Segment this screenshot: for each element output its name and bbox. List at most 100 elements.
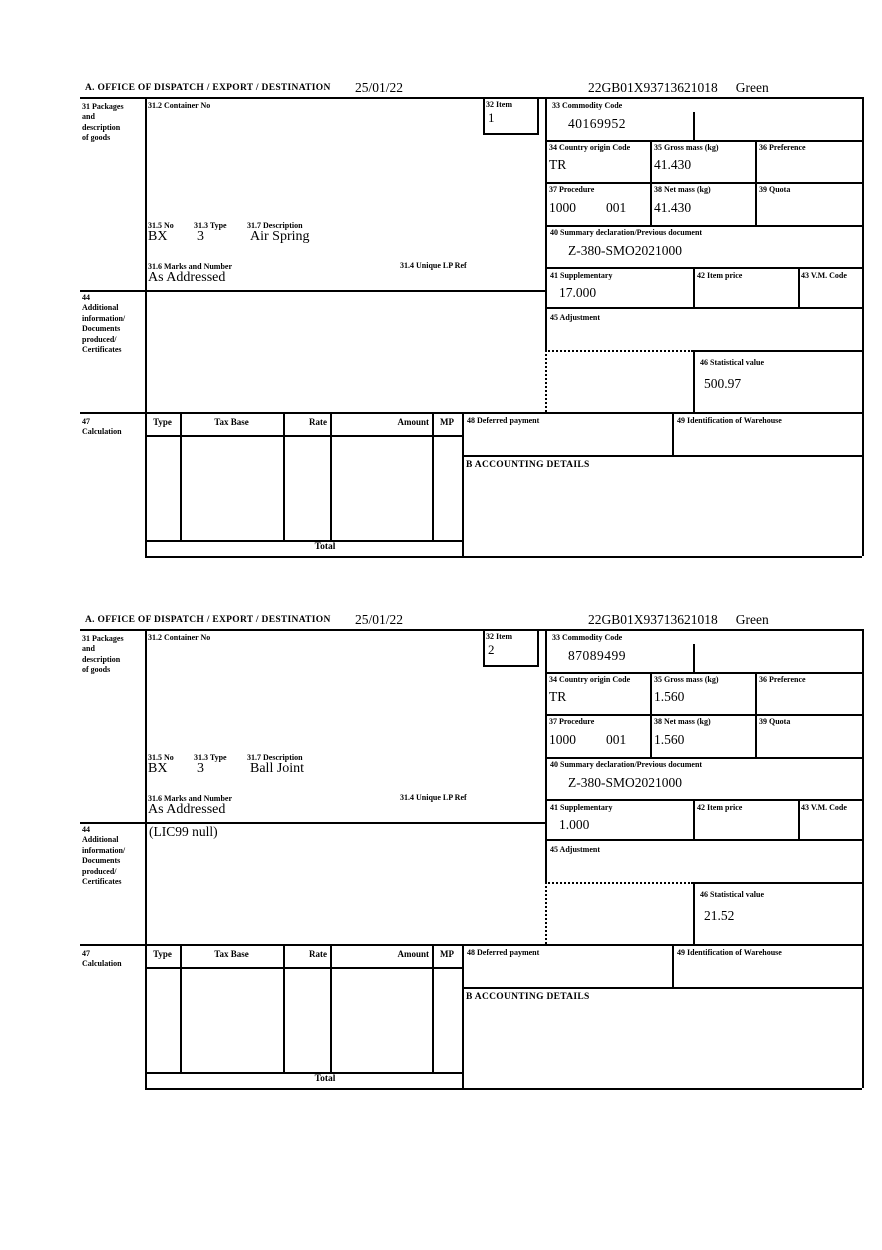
tax-base-column-header: Tax Base bbox=[214, 949, 249, 959]
previous-document-label: 40 Summary declaration/Previous document bbox=[550, 228, 703, 237]
commodity-code-label: 33 Commodity Code bbox=[552, 101, 623, 110]
border-line bbox=[80, 412, 862, 414]
border-line bbox=[145, 540, 462, 542]
package-no-value: BX bbox=[148, 229, 168, 244]
commodity-code-value: 87089499 bbox=[568, 648, 626, 663]
gross-mass-value: 1.560 bbox=[654, 689, 685, 704]
border-line bbox=[432, 944, 434, 1072]
supplementary-label: 41 Supplementary bbox=[550, 271, 613, 280]
supplementary-value: 1.000 bbox=[559, 817, 590, 832]
package-no-label: 31.5 No bbox=[148, 753, 174, 762]
item-number-value: 1 bbox=[488, 110, 495, 125]
container-no-label: 31.2 Container No bbox=[148, 101, 211, 110]
previous-document-value: Z-380-SMO2021000 bbox=[568, 775, 682, 790]
package-type-label: 31.3 Type bbox=[194, 753, 227, 762]
border-line bbox=[545, 799, 862, 801]
vm-code-label: 43 V.M. Code bbox=[801, 271, 847, 280]
border-line bbox=[798, 267, 800, 307]
statistical-value-label: 46 Statistical value bbox=[700, 358, 764, 367]
previous-document-value: Z-380-SMO2021000 bbox=[568, 243, 682, 258]
routing-status: Green bbox=[735, 80, 769, 95]
dotted-line bbox=[545, 882, 547, 944]
border-line bbox=[693, 350, 862, 352]
border-line bbox=[462, 944, 464, 1088]
declaration-date: 25/01/22 bbox=[355, 80, 404, 95]
border-line bbox=[545, 97, 547, 350]
border-line bbox=[145, 967, 462, 969]
marks-number-label: 31.6 Marks and Number bbox=[148, 794, 233, 803]
statistical-value: 500.97 bbox=[704, 376, 742, 391]
border-line bbox=[545, 629, 547, 882]
total-label: Total bbox=[314, 1074, 336, 1084]
tax-type-column-header: Type bbox=[153, 949, 172, 959]
statistical-value-label: 46 Statistical value bbox=[700, 890, 764, 899]
border-line bbox=[145, 97, 147, 556]
border-line bbox=[180, 944, 182, 1072]
net-mass-value: 1.560 bbox=[654, 732, 685, 747]
packages-description-label: 31 Packages and description of goods bbox=[82, 634, 124, 675]
border-line bbox=[462, 987, 862, 989]
deferred-payment-label: 48 Deferred payment bbox=[467, 416, 540, 425]
procedure-value-2: 001 bbox=[606, 200, 627, 215]
border-line bbox=[145, 629, 147, 1088]
item-price-label: 42 Item price bbox=[697, 271, 743, 280]
quota-label: 39 Quota bbox=[759, 717, 791, 726]
warehouse-id-label: 49 Identification of Warehouse bbox=[677, 948, 782, 957]
border-line bbox=[180, 412, 182, 540]
border-line bbox=[80, 822, 545, 824]
statistical-value: 21.52 bbox=[704, 908, 735, 923]
procedure-label: 37 Procedure bbox=[549, 717, 595, 726]
border-line bbox=[545, 267, 862, 269]
country-origin-value: TR bbox=[549, 157, 567, 172]
procedure-value-2: 001 bbox=[606, 732, 627, 747]
border-line bbox=[650, 672, 652, 757]
item-number-value: 2 bbox=[488, 642, 495, 657]
quota-label: 39 Quota bbox=[759, 185, 791, 194]
country-origin-label: 34 Country origin Code bbox=[549, 675, 631, 684]
office-of-dispatch-label: A. OFFICE OF DISPATCH / EXPORT / DESTINA… bbox=[85, 83, 331, 93]
total-label: Total bbox=[314, 542, 336, 552]
border-line bbox=[80, 290, 545, 292]
calculation-label: 47 Calculation bbox=[82, 949, 122, 969]
supplementary-label: 41 Supplementary bbox=[550, 803, 613, 812]
item-number-box bbox=[483, 629, 539, 667]
mp-column-header: MP bbox=[440, 949, 454, 959]
item-label: 32 Item bbox=[486, 100, 512, 109]
border-line bbox=[283, 944, 285, 1072]
border-line bbox=[693, 882, 862, 884]
procedure-value-1: 1000 bbox=[549, 200, 576, 215]
border-line bbox=[545, 714, 862, 716]
border-line bbox=[755, 140, 757, 225]
tax-type-column-header: Type bbox=[153, 417, 172, 427]
additional-information-label: 44 Additional information/ Documents pro… bbox=[82, 293, 126, 354]
procedure-value-1: 1000 bbox=[549, 732, 576, 747]
declaration-reference-row: 22GB01X93713621018 Green bbox=[588, 80, 769, 96]
package-type-value: 3 bbox=[197, 229, 204, 244]
unique-lp-ref-label: 31.4 Unique LP Ref bbox=[400, 793, 467, 802]
border-line bbox=[693, 882, 695, 944]
marks-number-value: As Addressed bbox=[148, 802, 226, 817]
routing-status: Green bbox=[735, 612, 769, 627]
marks-number-label: 31.6 Marks and Number bbox=[148, 262, 233, 271]
additional-information-value: (LIC99 null) bbox=[149, 824, 218, 839]
border-line bbox=[545, 225, 862, 227]
commodity-code-value: 40169952 bbox=[568, 116, 626, 131]
border-line bbox=[650, 140, 652, 225]
net-mass-label: 38 Net mass (kg) bbox=[654, 185, 711, 194]
commodity-code-label: 33 Commodity Code bbox=[552, 633, 623, 642]
country-origin-label: 34 Country origin Code bbox=[549, 143, 631, 152]
amount-column-header: Amount bbox=[397, 949, 429, 959]
border-line bbox=[672, 412, 674, 455]
border-line bbox=[545, 757, 862, 759]
declaration-reference-row: 22GB01X93713621018 Green bbox=[588, 612, 769, 628]
accounting-details-label: B ACCOUNTING DETAILS bbox=[466, 992, 590, 1002]
container-no-label: 31.2 Container No bbox=[148, 633, 211, 642]
border-line bbox=[693, 267, 695, 307]
border-line bbox=[145, 556, 862, 558]
border-line bbox=[80, 629, 862, 631]
goods-description-value: Ball Joint bbox=[250, 761, 305, 776]
border-line bbox=[462, 412, 464, 556]
deferred-payment-label: 48 Deferred payment bbox=[467, 948, 540, 957]
unique-lp-ref-label: 31.4 Unique LP Ref bbox=[400, 261, 467, 270]
border-line bbox=[330, 412, 332, 540]
